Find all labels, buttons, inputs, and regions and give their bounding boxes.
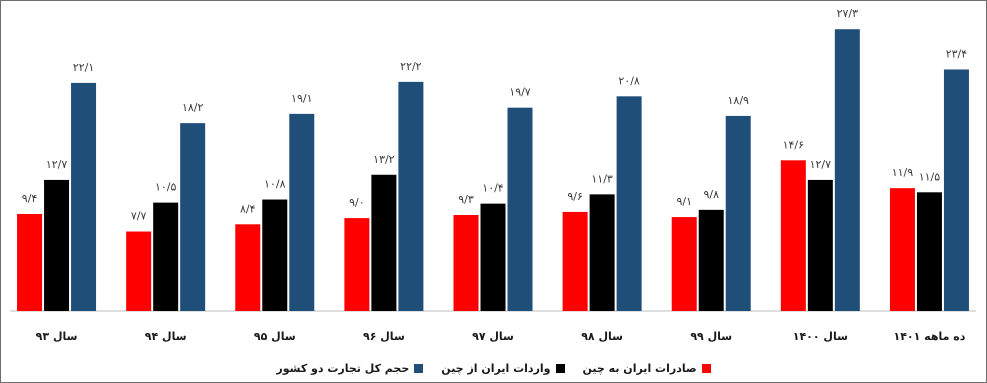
x-tick-label: سال ۹۷ <box>472 330 514 343</box>
x-tick-label: سال ۱۴۰۰ <box>793 330 848 343</box>
bar-exports <box>126 231 152 311</box>
x-tick-label: سال ۹۸ <box>581 330 623 343</box>
bar-exports <box>344 218 370 311</box>
legend-item-exports: صادرات ایران به چین <box>583 362 711 375</box>
data-label-exports: ۸/۴ <box>240 202 256 215</box>
bar-exports <box>562 211 588 311</box>
bar-imports <box>589 194 615 311</box>
bar-total-trade <box>398 81 424 311</box>
data-label-imports: ۱۱/۵ <box>919 170 941 183</box>
data-label-imports: ۹/۸ <box>703 188 719 201</box>
data-label-imports: ۱۳/۲ <box>373 153 395 166</box>
bar-total-trade <box>616 96 642 311</box>
x-tick-label: سال ۹۵ <box>254 330 296 343</box>
legend-label-imports: واردات ایران از چین <box>441 362 551 375</box>
data-label-total-trade: ۲۰/۸ <box>618 74 640 87</box>
data-label-exports: ۷/۷ <box>131 210 147 223</box>
data-label-total-trade: ۲۲/۱ <box>73 61 94 74</box>
legend-swatch-exports <box>701 364 711 373</box>
data-label-total-trade: ۲۷/۳ <box>837 7 859 20</box>
data-label-exports: ۹/۱ <box>676 195 692 208</box>
bar-exports <box>780 160 806 311</box>
legend-item-imports: واردات ایران از چین <box>441 362 565 375</box>
bar-total-trade <box>834 29 860 311</box>
bar-imports <box>153 202 179 311</box>
data-label-exports: ۱۴/۶ <box>783 138 804 151</box>
data-label-exports: ۱۱/۹ <box>892 166 914 179</box>
bar-total-trade <box>507 107 533 312</box>
data-label-exports: ۹/۶ <box>567 190 583 203</box>
bar-exports <box>453 215 479 311</box>
data-label-total-trade: ۲۲/۲ <box>400 60 422 73</box>
data-label-imports: ۱۰/۴ <box>482 182 504 195</box>
legend-label-total-trade: حجم کل تجارت دو کشور <box>276 362 410 375</box>
bar-exports <box>17 213 43 311</box>
x-tick-label: سال ۹۶ <box>363 330 405 343</box>
bar-total-trade <box>289 113 315 311</box>
data-label-imports: ۱۰/۵ <box>155 181 177 194</box>
legend-label-exports: صادرات ایران به چین <box>582 362 697 375</box>
x-tick-label: ده ماهه ۱۴۰۱ <box>893 330 965 343</box>
x-tick-label: سال ۹۳ <box>36 330 78 343</box>
data-label-total-trade: ۱۸/۲ <box>182 101 204 114</box>
data-label-exports: ۹/۴ <box>22 192 38 205</box>
legend-swatch-total-trade <box>414 364 424 373</box>
bar-imports <box>916 192 942 311</box>
data-label-imports: ۱۱/۳ <box>591 172 613 185</box>
data-label-imports: ۱۲/۷ <box>46 158 68 171</box>
x-tick-label: سال ۹۹ <box>690 330 732 343</box>
bar-exports <box>235 224 261 311</box>
data-label-imports: ۱۲/۷ <box>810 158 832 171</box>
bar-imports <box>480 203 506 311</box>
legend: صادرات ایران به چین واردات ایران از چین … <box>0 362 987 375</box>
data-label-total-trade: ۱۸/۹ <box>728 94 750 107</box>
data-label-exports: ۹/۰ <box>349 196 365 209</box>
data-label-total-trade: ۲۳/۴ <box>946 47 968 60</box>
legend-item-total-trade: حجم کل تجارت دو کشور <box>276 362 424 375</box>
bar-exports <box>889 188 915 311</box>
bar-imports <box>807 179 833 311</box>
bar-imports <box>698 209 724 311</box>
bar-imports <box>44 179 70 311</box>
bar-total-trade <box>180 123 206 312</box>
data-label-total-trade: ۱۹/۱ <box>291 92 312 105</box>
bar-total-trade <box>71 82 97 312</box>
bar-total-trade <box>725 115 751 311</box>
data-label-imports: ۱۰/۸ <box>264 178 286 191</box>
bar-imports <box>371 174 397 311</box>
bar-total-trade <box>943 69 969 311</box>
bar-exports <box>671 217 697 311</box>
bar-imports <box>262 199 288 311</box>
bar-chart: ۹/۴ ۱۲/۷ ۲۲/۱ سال ۹۳ ۷/۷ ۱۰/۵ ۱۸/۲ سال ۹۴ ۸/۴ ۱۰/… <box>10 7 976 343</box>
data-label-exports: ۹/۳ <box>458 193 474 206</box>
legend-swatch-imports <box>555 364 565 373</box>
data-label-total-trade: ۱۹/۷ <box>509 86 531 99</box>
x-tick-label: سال ۹۴ <box>145 330 187 343</box>
